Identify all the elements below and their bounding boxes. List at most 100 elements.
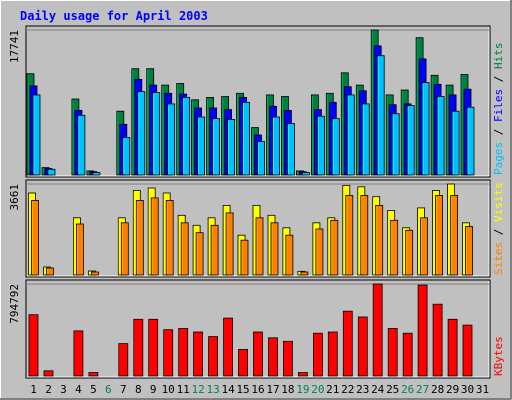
visits-panel-bar-sites-day-20 bbox=[315, 228, 324, 276]
visits-panel-bar-sites-day-14 bbox=[225, 212, 234, 276]
kbytes-panel-bar-kbytes-day-7 bbox=[118, 343, 129, 377]
visits-panel-bar-sites-day-15 bbox=[240, 239, 249, 276]
hits-panel-bar-pages-day-27 bbox=[421, 82, 430, 176]
visits-panel-bar-sites-day-4 bbox=[76, 223, 84, 276]
legend-hits: Hits bbox=[492, 43, 505, 70]
hits-panel-bar-pages-day-5 bbox=[92, 172, 101, 176]
legend-sites: Sites bbox=[492, 242, 505, 275]
hits-panel-bar-pages-day-8 bbox=[137, 91, 146, 176]
visits-panel-bar-sites-day-2 bbox=[46, 267, 54, 276]
kbytes-panel-bar-kbytes-day-16 bbox=[253, 331, 263, 377]
hits-panel-bar-pages-day-24 bbox=[376, 55, 385, 176]
hits-panel-bar-pages-day-25 bbox=[391, 113, 400, 176]
x-tick-label-22: 22 bbox=[341, 383, 354, 396]
kbytes-panel-bar-kbytes-day-5 bbox=[88, 372, 99, 377]
x-tick-label-12: 12 bbox=[191, 383, 204, 396]
x-tick-label-14: 14 bbox=[221, 383, 235, 396]
legend-separator: / bbox=[492, 122, 505, 142]
chart-title: Daily usage for April 2003 bbox=[20, 9, 208, 23]
kbytes-panel-bar-kbytes-day-10 bbox=[163, 329, 174, 377]
hits-panel-bar-pages-day-1 bbox=[32, 94, 41, 176]
kbytes-panel-bar-kbytes-day-29 bbox=[447, 318, 458, 377]
kbytes-panel-bar-kbytes-day-22 bbox=[342, 310, 353, 377]
visits-panel-bar-sites-day-5 bbox=[91, 271, 99, 276]
hits-panel-bar-pages-day-21 bbox=[331, 118, 340, 176]
bars-layer bbox=[26, 29, 475, 377]
x-tick-label-27: 27 bbox=[416, 383, 429, 396]
hits-panel-bar-pages-day-11 bbox=[182, 97, 191, 176]
visits-panel-bar-sites-day-21 bbox=[330, 219, 339, 276]
kbytes-panel-bar-kbytes-day-27 bbox=[417, 284, 428, 377]
legend-pages: Pages bbox=[492, 142, 505, 175]
visits-panel-bar-sites-day-30 bbox=[465, 226, 473, 276]
x-tick-label-3: 3 bbox=[60, 383, 67, 396]
visits-panel-bar-sites-day-13 bbox=[210, 224, 219, 276]
visits-panel-bar-sites-day-12 bbox=[195, 232, 204, 276]
x-tick-label-21: 21 bbox=[326, 383, 339, 396]
kbytes-panel-bar-kbytes-day-4 bbox=[73, 330, 84, 377]
x-tick-label-29: 29 bbox=[446, 383, 459, 396]
hits-panel-bar-pages-day-18 bbox=[286, 123, 295, 176]
visits-panel-bar-sites-day-23 bbox=[360, 195, 369, 276]
hits-panel-bar-pages-day-26 bbox=[406, 105, 415, 176]
x-tick-label-23: 23 bbox=[356, 383, 369, 396]
kbytes-panel-bar-kbytes-day-12 bbox=[193, 331, 204, 377]
kbytes-panel-bar-kbytes-day-21 bbox=[327, 331, 338, 377]
visits-panel-bar-sites-day-22 bbox=[345, 195, 354, 276]
hits-panel-bar-pages-day-4 bbox=[77, 114, 86, 176]
hits-panel-bar-pages-day-28 bbox=[436, 96, 445, 176]
hits-panel-bar-pages-day-23 bbox=[361, 103, 370, 176]
hits-panel-bar-pages-day-19 bbox=[301, 172, 310, 176]
visits-panel-bar-sites-day-1 bbox=[31, 199, 39, 276]
kbytes-panel-bar-kbytes-day-8 bbox=[133, 318, 144, 377]
kbytes-panel-bar-kbytes-day-30 bbox=[462, 324, 473, 377]
x-tick-label-17: 17 bbox=[266, 383, 279, 396]
legend-separator: / bbox=[492, 222, 505, 242]
visits-panel-bar-sites-day-18 bbox=[285, 234, 294, 276]
x-tick-label-28: 28 bbox=[431, 383, 444, 396]
x-tick-label-9: 9 bbox=[150, 383, 157, 396]
hits-panel-bar-pages-day-2 bbox=[47, 168, 56, 176]
visits-panel-bar-sites-day-11 bbox=[180, 222, 189, 276]
hits-panel-legend: Pages / Files / Hits bbox=[492, 43, 505, 176]
kbytes-panel-bar-kbytes-day-11 bbox=[178, 328, 189, 377]
kbytes-panel-bar-kbytes-day-17 bbox=[268, 337, 278, 377]
visits-panel-bar-sites-day-19 bbox=[300, 271, 309, 276]
kbytes-panel-bar-kbytes-day-13 bbox=[208, 336, 219, 377]
x-tick-label-6: 6 bbox=[105, 383, 112, 396]
hits-panel-bar-pages-day-15 bbox=[242, 101, 250, 176]
visits-panel-bar-sites-day-25 bbox=[390, 219, 399, 276]
x-tick-label-20: 20 bbox=[311, 383, 324, 396]
legend-files: Files bbox=[492, 89, 505, 122]
legend-separator: / bbox=[492, 69, 505, 89]
hits-panel-bar-pages-day-16 bbox=[257, 141, 265, 176]
visits-panel-legend: Sites / Visits bbox=[492, 182, 505, 275]
kbytes-panel-bar-kbytes-day-18 bbox=[282, 340, 293, 377]
visits-panel-bar-sites-day-16 bbox=[255, 217, 264, 276]
visits-panel-bar-sites-day-27 bbox=[420, 217, 429, 276]
visits-panel-bar-sites-day-28 bbox=[435, 195, 444, 276]
kbytes-panel-bar-kbytes-day-20 bbox=[312, 332, 323, 377]
x-tick-label-1: 1 bbox=[30, 383, 37, 396]
hits-panel-bar-pages-day-30 bbox=[466, 106, 475, 176]
legend-kbytes: KBytes bbox=[492, 336, 505, 376]
hits-panel-bar-pages-day-20 bbox=[316, 115, 325, 176]
kbytes-panel-bar-kbytes-day-26 bbox=[402, 332, 413, 377]
x-tick-label-4: 4 bbox=[75, 383, 82, 396]
x-tick-label-16: 16 bbox=[251, 383, 264, 396]
hits-panel-max-label: 17741 bbox=[8, 30, 21, 63]
kbytes-panel-bar-kbytes-day-24 bbox=[372, 283, 383, 377]
x-tick-label-8: 8 bbox=[135, 383, 142, 396]
x-tick-label-25: 25 bbox=[386, 383, 399, 396]
kbytes-panel-bar-kbytes-day-1 bbox=[28, 314, 39, 377]
visits-panel-bar-sites-day-7 bbox=[120, 222, 129, 276]
kbytes-panel-bar-kbytes-day-15 bbox=[238, 348, 248, 377]
kbytes-panel-max-label: 794792 bbox=[8, 284, 21, 324]
hits-panel-bar-pages-day-13 bbox=[212, 118, 221, 176]
kbytes-panel-bar-kbytes-day-9 bbox=[148, 318, 159, 377]
x-tick-label-10: 10 bbox=[162, 383, 175, 396]
x-tick-label-2: 2 bbox=[45, 383, 52, 396]
legend-visits: Visits bbox=[492, 182, 505, 222]
